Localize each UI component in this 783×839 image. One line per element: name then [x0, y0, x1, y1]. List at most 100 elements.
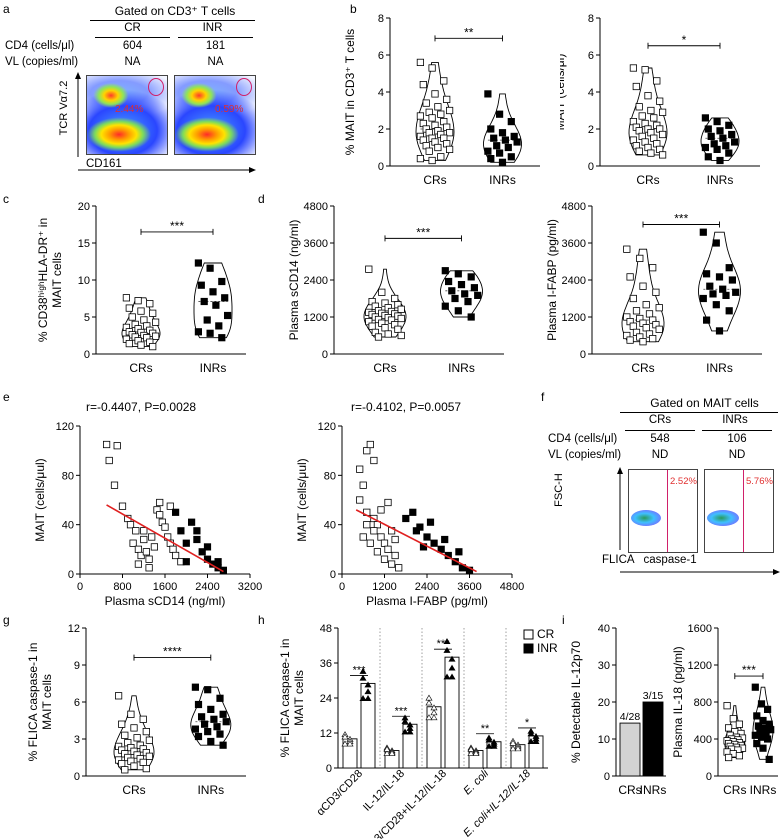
b2-point-inrs	[716, 156, 724, 165]
d2-point-crs	[642, 324, 650, 332]
chart-h-flica-stimulation: 0 12 24 36 48 % FLICA caspase-1 in MAIT cells *…	[278, 623, 558, 839]
d2-point-inrs	[715, 273, 724, 281]
h-point-cr	[430, 714, 438, 721]
g-ytick-label: 3	[74, 734, 80, 746]
h-ytick-label: 24	[320, 693, 332, 705]
d1-point-inrs	[457, 281, 466, 289]
d2-point-inrs	[728, 276, 736, 284]
g-point-inrs	[191, 725, 199, 733]
b2-ytick-label: 2	[588, 124, 594, 136]
h-ytick-label: 0	[326, 763, 332, 775]
h-ylabel: % FLICA caspase-1 in	[278, 639, 292, 758]
b1-point-crs	[437, 153, 445, 161]
h-point-cr	[514, 745, 522, 752]
panel-a-percent-inr: 0.59%	[215, 104, 244, 115]
e2-point-inrs	[426, 518, 435, 526]
h-point-cr	[346, 740, 354, 747]
d1-xcat-crs: CRs	[373, 361, 396, 375]
b1-ytick-label: 0	[378, 161, 384, 173]
d2-point-inrs	[725, 264, 733, 272]
h-point-cr	[467, 745, 475, 752]
h-legend-label-cr: CR	[537, 627, 555, 641]
c-point-crs	[125, 304, 133, 312]
h-point-inr	[448, 673, 456, 680]
d2-point-crs	[626, 273, 634, 281]
b2-point-crs	[638, 112, 646, 120]
b2-point-crs	[644, 92, 652, 100]
h-point-inr	[532, 738, 540, 744]
c-point-crs	[151, 318, 160, 326]
e2-point-crs	[380, 555, 389, 563]
c-point-inrs	[197, 281, 205, 289]
i2-ylabel: Plasma IL-18 (pg/ml)	[671, 646, 685, 757]
e1-point-crs	[145, 555, 153, 563]
g-ylabel: % FLICA caspase-1 in	[26, 643, 40, 762]
c-ytick-label: 15	[78, 238, 90, 250]
e2-fit-line	[355, 509, 477, 573]
e1-point-crs	[169, 545, 177, 553]
e1-point-inrs	[203, 543, 212, 551]
g-point-crs	[121, 731, 129, 739]
h-point-inr	[443, 673, 451, 680]
d2-point-inrs	[702, 316, 711, 324]
e1-point-crs	[134, 545, 142, 553]
e1-ytick-label: 40	[62, 520, 74, 532]
c-point-crs	[137, 307, 145, 315]
g-point-crs	[115, 692, 123, 700]
d1-point-crs	[391, 294, 399, 303]
i2-ytick-label: 0	[706, 771, 712, 783]
d1-point-inrs	[441, 267, 449, 275]
e2-xtick-label: 2400	[415, 581, 439, 593]
b1-sig-label: **	[464, 25, 474, 39]
e1-point-crs	[156, 511, 164, 519]
d1-point-crs	[394, 325, 402, 333]
b1-ytick-label: 8	[378, 13, 384, 25]
e1-point-crs	[171, 551, 180, 560]
h-point-inr	[359, 667, 367, 674]
g-point-crs	[145, 736, 153, 744]
c-point-inrs	[215, 322, 223, 330]
panel-f-density-crs	[631, 510, 661, 526]
d2-point-crs	[655, 325, 663, 333]
i1-ytick-label: 20	[598, 697, 610, 709]
g-point-crs	[139, 758, 147, 766]
h-point-inr	[485, 742, 493, 749]
c-point-crs	[149, 309, 157, 317]
b1-point-crs	[428, 156, 436, 165]
b2-point-inrs	[713, 145, 721, 153]
i2-point-inrs	[767, 726, 775, 734]
panel-a-row2-cr: NA	[124, 56, 141, 68]
h-point-cr	[509, 745, 517, 752]
panel-a-x-axis-label: CD161	[86, 158, 122, 170]
c-point-inrs	[206, 264, 214, 272]
b1-point-inrs	[513, 138, 521, 146]
b1-point-inrs	[484, 90, 492, 98]
panel-f-percent-crs: 2.52%	[670, 476, 697, 487]
b1-point-crs	[446, 145, 454, 153]
e2-xlabel: Plasma I-FABP (pg/ml)	[366, 594, 488, 608]
panel-f-gate-line-inrs	[743, 470, 744, 552]
e1-xtick-label: 3200	[238, 581, 262, 593]
d1-ytick-label: 3600	[304, 238, 328, 250]
panel-f-flow-plot-inrs: 5.76%	[704, 469, 774, 553]
i2-point-inrs	[753, 740, 761, 748]
d2-point-inrs	[699, 294, 707, 303]
d1-point-crs	[397, 305, 405, 313]
d1-point-crs	[381, 324, 389, 332]
b2-point-crs	[659, 108, 667, 116]
g-ytick-label: 9	[74, 660, 80, 672]
e2-xtick-label: 4800	[500, 581, 524, 593]
d1-point-inrs	[444, 277, 453, 286]
c-point-inrs	[194, 328, 202, 336]
h-xcat-label: αCD3/CD28	[315, 768, 366, 819]
h-point-inr	[443, 646, 451, 653]
panel-f-rule-crs	[625, 430, 695, 431]
g-point-crs	[127, 710, 135, 718]
b1-point-inrs	[501, 136, 509, 144]
panel-f-row1-label: CD4 (cells/μl)	[548, 433, 618, 445]
c-point-inrs	[212, 301, 220, 309]
g-ytick-label: 6	[74, 697, 80, 709]
h-point-inr	[359, 674, 367, 681]
h-ylabel: MAIT cells	[292, 670, 306, 726]
